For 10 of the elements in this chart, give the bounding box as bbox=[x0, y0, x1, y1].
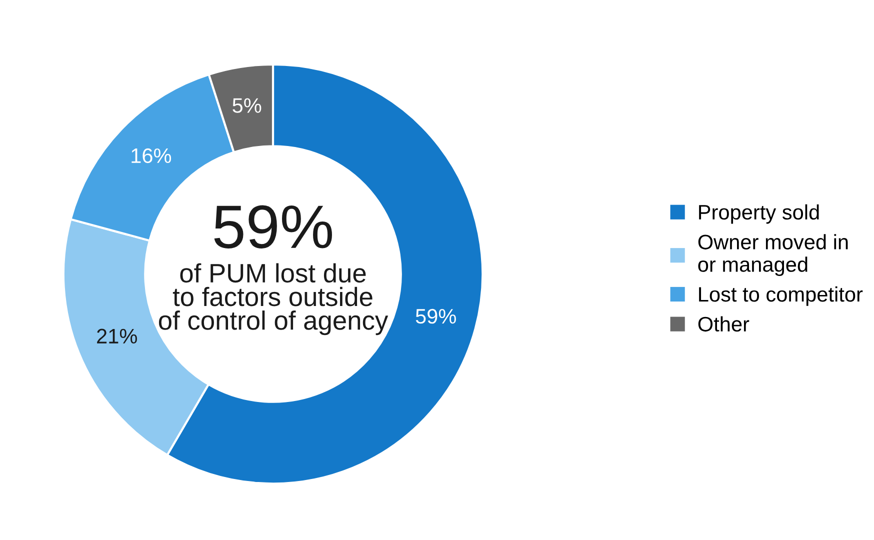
legend-label: Owner moved in or managed bbox=[698, 234, 848, 276]
data-label: 5% bbox=[232, 98, 262, 113]
data-label: 21% bbox=[97, 328, 137, 344]
legend-label: Lost to competitor bbox=[699, 286, 863, 306]
data-label: 59% bbox=[416, 308, 456, 324]
text: 59% bbox=[214, 205, 332, 248]
data-label: 16% bbox=[132, 148, 172, 164]
text: of PUM lost due to factors outside of control of agency bbox=[158, 263, 388, 336]
legend-label: Other bbox=[698, 316, 750, 332]
legend-label: Property sold bbox=[699, 204, 819, 224]
